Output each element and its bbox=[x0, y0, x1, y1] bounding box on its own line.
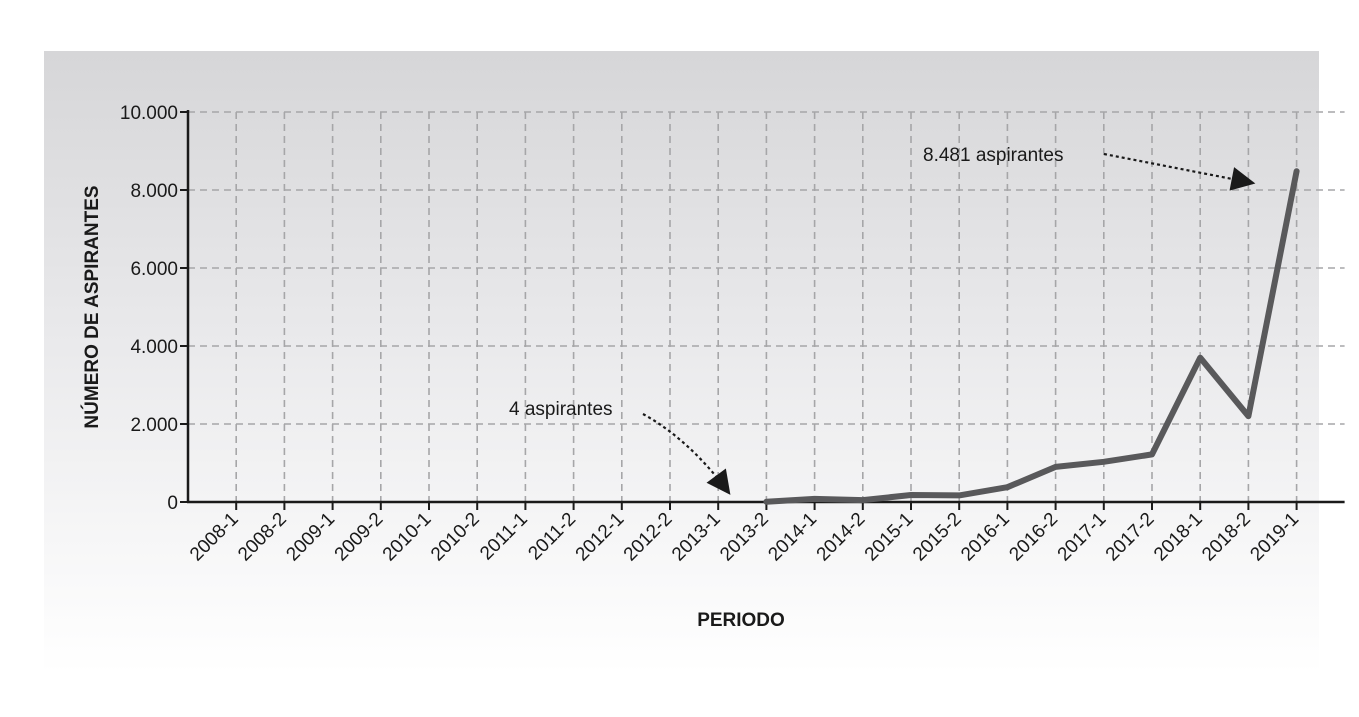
annotation-label: 8.481 aspirantes bbox=[923, 145, 1064, 166]
x-tick-label: 2018-1 bbox=[1150, 509, 1207, 566]
x-tick-label: 2018-2 bbox=[1198, 509, 1255, 566]
x-tick-label: 2016-1 bbox=[957, 509, 1014, 566]
x-tick-label: 2008-2 bbox=[234, 509, 291, 566]
x-tick-label: 2015-2 bbox=[909, 509, 966, 566]
x-tick-label: 2008-1 bbox=[186, 509, 243, 566]
x-tick-label: 2015-1 bbox=[861, 509, 918, 566]
y-tick-label: 6.000 bbox=[130, 259, 178, 280]
x-tick-label: 2014-1 bbox=[764, 509, 821, 566]
tick-labels: 02.0004.0006.0008.00010.0002008-12008-22… bbox=[120, 103, 1303, 565]
x-tick-label: 2011-1 bbox=[476, 509, 532, 565]
y-tick-label: 4.000 bbox=[130, 337, 178, 358]
x-tick-label: 2011-2 bbox=[524, 509, 580, 565]
x-tick-label: 2016-2 bbox=[1005, 509, 1062, 566]
y-tick-label: 2.000 bbox=[130, 415, 178, 436]
y-axis-title: NÚMERO DE ASPIRANTES bbox=[81, 185, 103, 428]
grid bbox=[188, 111, 1345, 502]
annotations: 4 aspirantes 8.481 aspirantes bbox=[509, 145, 1256, 495]
x-tick-label: 2010-2 bbox=[427, 509, 484, 566]
x-tick-label: 2009-1 bbox=[282, 509, 339, 566]
annotation-arrow bbox=[1103, 152, 1256, 191]
x-tick-label: 2010-1 bbox=[379, 509, 436, 566]
y-tick-label: 10.000 bbox=[120, 103, 178, 124]
y-tick-label: 8.000 bbox=[130, 181, 178, 202]
annotation-arrow bbox=[642, 413, 731, 495]
x-tick-label: 2019-1 bbox=[1246, 509, 1303, 566]
x-tick-label: 2013-2 bbox=[716, 509, 773, 566]
series-line bbox=[763, 168, 1300, 505]
x-tick-label: 2012-1 bbox=[572, 509, 629, 566]
x-tick-label: 2009-2 bbox=[331, 509, 388, 566]
series bbox=[763, 168, 1300, 505]
axes bbox=[180, 110, 1345, 510]
annotation-label: 4 aspirantes bbox=[509, 399, 613, 420]
x-tick-label: 2017-2 bbox=[1102, 509, 1159, 566]
x-tick-label: 2013-1 bbox=[668, 509, 725, 566]
x-tick-label: 2012-2 bbox=[620, 509, 677, 566]
x-tick-label: 2017-1 bbox=[1054, 509, 1111, 566]
x-axis-title: PERIODO bbox=[697, 610, 785, 631]
x-tick-label: 2014-2 bbox=[813, 509, 870, 566]
y-tick-label: 0 bbox=[167, 493, 178, 514]
